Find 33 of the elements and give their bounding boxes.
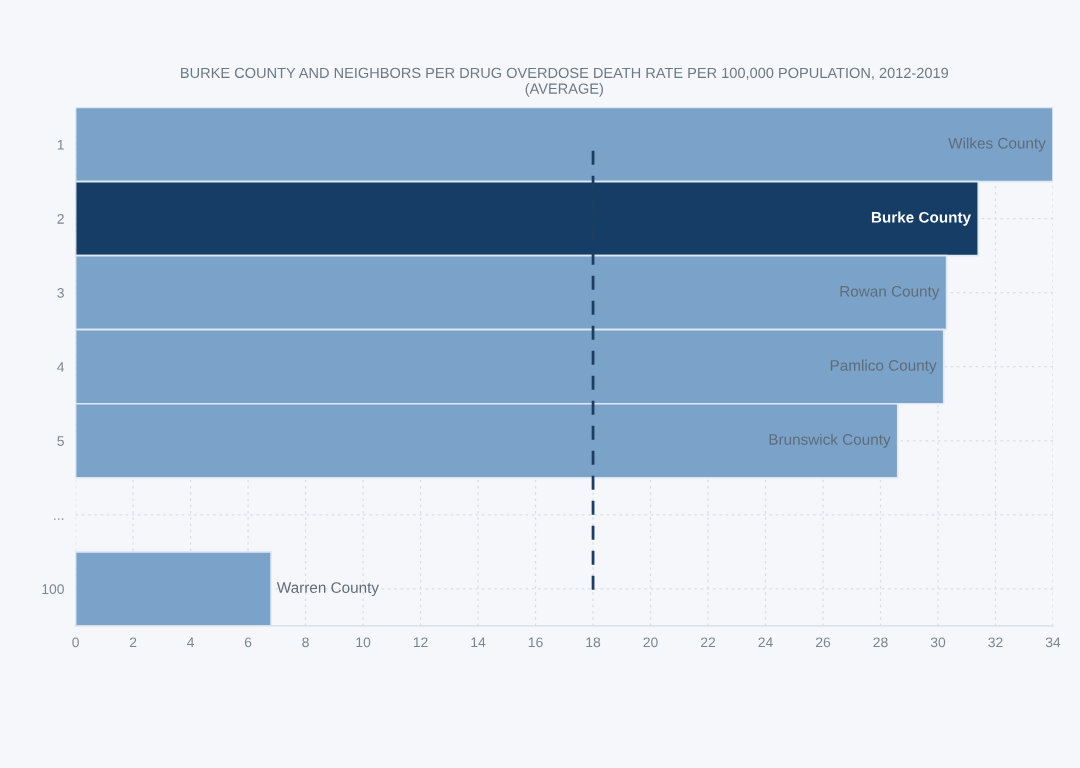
annotation: Brunswick County	[769, 433, 891, 448]
x-tick-label: 12	[413, 637, 428, 648]
x-tick-label: 26	[816, 637, 831, 648]
x-tick-label: 24	[758, 637, 773, 648]
x-tick-label: 34	[1045, 637, 1061, 648]
annotation: Pamlico County	[830, 359, 937, 374]
x-tick-label: 30	[930, 637, 946, 648]
x-tick-label: 32	[988, 637, 1003, 648]
x-tick-label: 18	[586, 637, 601, 648]
annotation: Warren County	[276, 582, 379, 597]
annotation: Burke County	[871, 211, 971, 226]
x-tick-label: 10	[356, 637, 371, 648]
x-tick-label: 4	[187, 637, 195, 648]
y-tick-label: 1	[57, 140, 64, 150]
chart-title: BURKE COUNTY AND NEIGHBORS PER DRUG OVERDOSE DEATH RATE PER 100,000 POPULATION, 2012-2019 (AVERAGE)	[181, 67, 949, 97]
x-tick-label: 22	[701, 637, 716, 648]
x-tick-label: 20	[643, 637, 658, 648]
bar	[75, 551, 272, 626]
annotation: Wilkes County	[948, 137, 1046, 152]
x-tick-label: 8	[302, 637, 309, 648]
x-tick-label: 28	[873, 637, 888, 648]
y-tick-label: 3	[57, 288, 64, 298]
annotation: Rowan County	[840, 285, 940, 300]
x-tick-label: 6	[244, 637, 252, 648]
x-tick-label: 0	[72, 637, 79, 648]
x-tick-label: 2	[129, 637, 137, 648]
x-tick-label: 16	[528, 637, 543, 648]
y-tick-label: ...	[54, 518, 64, 520]
y-tick-label: 100	[42, 584, 64, 595]
y-tick-label: 5	[57, 436, 64, 446]
y-tick-label: 4	[57, 362, 65, 372]
x-tick-label: 14	[471, 637, 486, 648]
y-tick-label: 2	[57, 213, 64, 224]
